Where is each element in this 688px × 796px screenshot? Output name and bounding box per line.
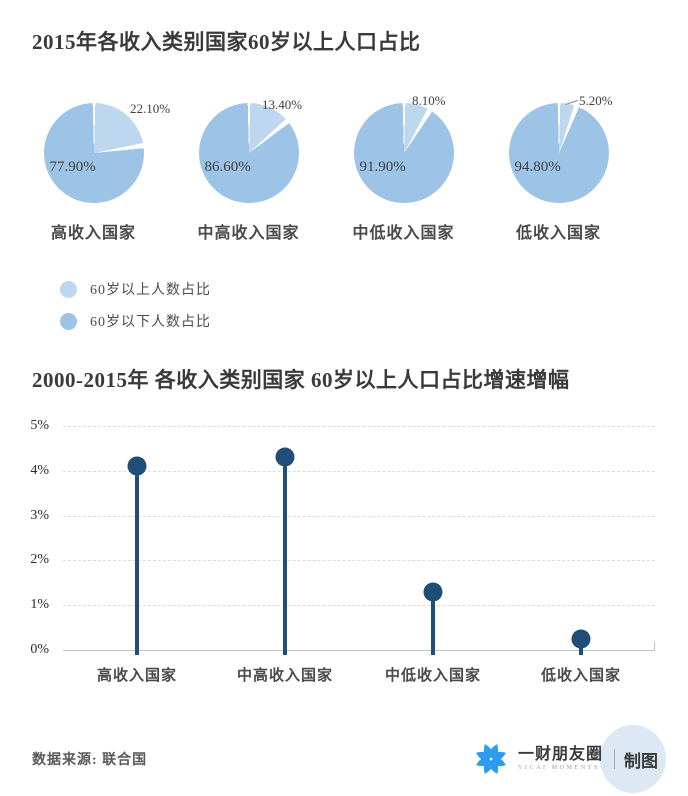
- over60-percent-label: 8.10%: [412, 93, 446, 108]
- x-axis-category-label: 低收入国家: [540, 668, 621, 684]
- lollipop-dot: [423, 582, 443, 602]
- over60-percent-label: 13.40%: [262, 97, 303, 112]
- lollipop-dot: [275, 447, 295, 467]
- logo-background-circle: [600, 725, 666, 793]
- gridline: [63, 470, 655, 472]
- gridline: [63, 650, 655, 651]
- y-axis-tick-label: 0%: [30, 642, 49, 657]
- gridline: [63, 560, 655, 562]
- y-axis-tick-label: 5%: [30, 418, 49, 433]
- pie-chart-cell: 22.10% 77.90% 高收入国家: [16, 86, 171, 242]
- over60-percent-label: 5.20%: [565, 93, 613, 109]
- pie-chart-cell: 13.40% 86.60% 中高收入国家: [171, 86, 326, 242]
- over60-percent-label: 22.10%: [130, 101, 171, 116]
- y-axis-tick-label: 2%: [30, 552, 49, 568]
- pie-graphic: 94.80%: [508, 103, 609, 203]
- legend-dot: [60, 280, 77, 298]
- under60-percent-label: 91.90%: [359, 159, 406, 175]
- under60-percent-label: 86.60%: [204, 159, 251, 175]
- logo-text-block: 一财朋友圈 YICAI MOMENTS: [518, 746, 603, 772]
- legend-row: 60岁以上人数占比: [60, 280, 688, 298]
- pie-legend: 60岁以上人数占比 60岁以下人数占比: [60, 280, 688, 330]
- lollipop-stem: [135, 466, 139, 655]
- gridline: [63, 605, 655, 607]
- pie-chart-title: 2015年各收入类别国家60岁以上人口占比: [32, 30, 421, 54]
- x-axis-category-label: 中高收入国家: [236, 668, 333, 684]
- lollipop-plot-area: 5% 4% 3% 2% 1% 0%: [30, 418, 655, 657]
- under60-percent-label: 94.80%: [514, 159, 561, 175]
- pie-chart-cell: 8.10% 91.90% 中低收入国家: [326, 86, 481, 242]
- gridline: [63, 426, 655, 427]
- yicai-pinwheel-icon: [476, 744, 506, 774]
- logo-suffix: 制图: [624, 751, 658, 771]
- lollipop-dot: [127, 456, 147, 476]
- y-axis-tick-label: 4%: [30, 462, 49, 478]
- pie-graphic: 91.90%: [353, 103, 454, 203]
- pie-graphic: 86.60%: [198, 103, 299, 203]
- legend-label: 60岁以下人数占比: [90, 315, 211, 330]
- pie-charts-row: 22.10% 77.90% 高收入国家 13.40% 86.60% 中高收入国家 8.10%…: [16, 86, 636, 242]
- x-axis-category-label: 中低收入国家: [384, 668, 481, 684]
- lollipop-stem: [431, 591, 435, 655]
- logo-separator: [614, 749, 615, 769]
- axis-end-tick: [654, 641, 655, 650]
- lollipop-stem: [283, 457, 287, 655]
- pie-chart-cell: 5.20% 94.80% 低收入国家: [481, 86, 636, 242]
- pie-category-label: 高收入国家: [50, 225, 136, 242]
- under60-percent-label: 77.90%: [49, 159, 96, 175]
- footer: 数据来源: 联合国 一财朋友圈 YICAI MOMENTS 制图: [0, 725, 688, 793]
- x-axis-category-label: 高收入国家: [96, 668, 177, 684]
- pie-graphic: 77.90%: [43, 103, 144, 203]
- lollipop-x-axis-labels: 高收入国家 中高收入国家 中低收入国家 低收入国家: [63, 664, 655, 685]
- yicai-logo: 一财朋友圈 YICAI MOMENTS 制图: [472, 725, 666, 793]
- pie-category-label: 中高收入国家: [197, 225, 300, 242]
- pie-category-label: 低收入国家: [515, 225, 601, 242]
- data-source-label: 数据来源: 联合国: [32, 753, 148, 768]
- lollipop-chart: 5% 4% 3% 2% 1% 0% 高收入国家 中高收入国家 中低收入国家 低收入国家: [0, 418, 688, 685]
- legend-row: 60岁以下人数占比: [60, 312, 688, 330]
- y-axis-tick-label: 3%: [30, 507, 49, 523]
- logo-name: 一财朋友圈: [517, 746, 603, 763]
- pie-category-label: 中低收入国家: [352, 225, 455, 242]
- y-axis-tick-label: 1%: [30, 597, 49, 613]
- logo-subtitle: YICAI MOMENTS: [517, 765, 600, 771]
- lollipop-chart-title: 2000-2015年 各收入类别国家 60岁以上人口占比增速增幅: [32, 368, 570, 392]
- legend-label: 60岁以上人数占比: [90, 283, 211, 298]
- lollipop-dot: [571, 629, 591, 649]
- leader-line: [565, 99, 578, 105]
- gridline: [63, 515, 655, 517]
- legend-dot: [60, 312, 77, 330]
